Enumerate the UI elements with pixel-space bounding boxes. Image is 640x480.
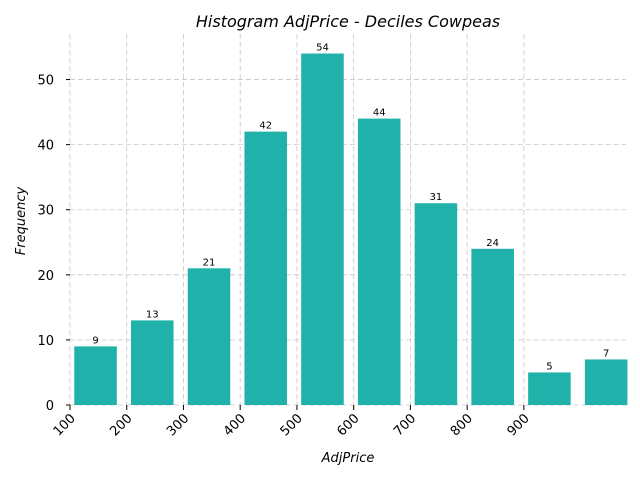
- chart-title: Histogram AdjPrice - Deciles Cowpeas: [196, 12, 500, 31]
- bar: [187, 268, 231, 405]
- x-tick-label: 900: [505, 411, 533, 439]
- bar-value-label: 21: [203, 257, 216, 268]
- bar: [584, 359, 628, 405]
- y-axis-label: Frequency: [14, 186, 29, 255]
- bar-value-label: 42: [259, 121, 272, 132]
- bar-value-labels: 9 13 21 42 54 44 31 24 5 7: [92, 43, 609, 373]
- x-tick-label: 800: [448, 411, 476, 439]
- bar-value-label: 9: [92, 335, 98, 346]
- x-axis-label: AdjPrice: [321, 451, 375, 466]
- x-tick-label: 600: [334, 411, 362, 439]
- x-tick-label: 200: [107, 411, 135, 439]
- bar: [528, 372, 571, 405]
- x-tick-label: 300: [164, 411, 192, 439]
- bar: [414, 203, 458, 405]
- x-tick-label: 500: [278, 411, 306, 439]
- bar-value-label: 54: [316, 43, 329, 54]
- bar: [244, 131, 288, 405]
- y-tick-label: 40: [37, 139, 54, 154]
- y-tick-label: 10: [37, 334, 54, 349]
- bar: [471, 248, 514, 405]
- x-tick-label: 400: [221, 411, 249, 439]
- bar: [357, 118, 401, 405]
- x-axis-ticks: 100 200 300 400 500 600 700 800 900: [51, 405, 533, 439]
- bar-value-label: 24: [486, 238, 499, 249]
- x-tick-label: 700: [391, 411, 419, 439]
- bar: [74, 346, 117, 405]
- bar-value-label: 44: [373, 108, 386, 119]
- bar: [130, 320, 174, 405]
- y-tick-label: 50: [37, 74, 54, 89]
- bar-value-label: 5: [546, 361, 552, 372]
- bar-value-label: 7: [603, 348, 609, 359]
- bar: [301, 53, 344, 406]
- bar-value-label: 13: [146, 309, 159, 320]
- y-tick-label: 0: [46, 399, 54, 414]
- y-axis-ticks: 0 10 20 30 40 50: [37, 74, 70, 414]
- x-tick-label: 100: [51, 411, 79, 439]
- bar-value-label: 31: [430, 192, 443, 203]
- bars: [74, 53, 628, 406]
- y-tick-label: 30: [37, 204, 54, 219]
- y-tick-label: 20: [37, 269, 54, 284]
